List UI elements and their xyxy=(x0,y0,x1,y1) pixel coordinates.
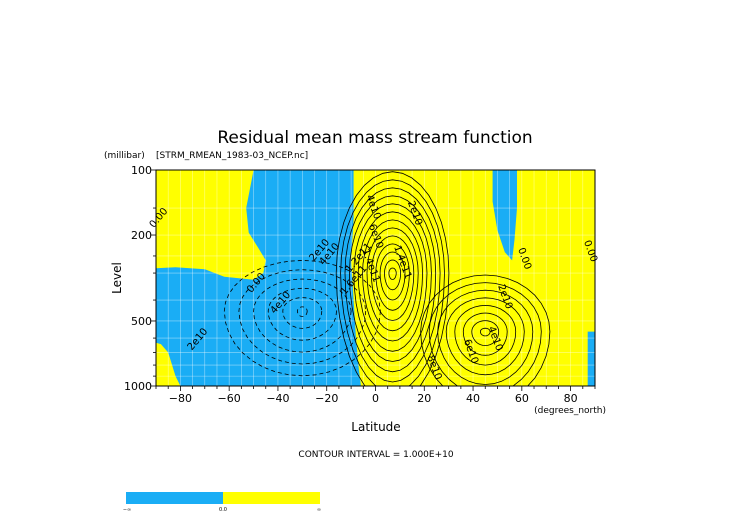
y-tick-label: 1000 xyxy=(124,380,152,393)
source-file-label: [STRM_RMEAN_1983-03_NCEP.nc] xyxy=(156,151,308,161)
ferrel-cell-contour-7 xyxy=(420,274,551,386)
tropical-cell-contour-6 xyxy=(362,219,424,342)
colorbar-label-neg-inf: −∞ xyxy=(123,507,131,513)
colorbar-label-zero: 0.0 xyxy=(219,507,227,513)
ferrel-cell-contour-2 xyxy=(462,312,508,356)
y-axis-ticks: 100 200 500 1000 xyxy=(124,164,156,393)
colorbar-negative xyxy=(126,492,223,504)
colorbar-positive xyxy=(223,492,320,504)
tropical-cell-contour-7 xyxy=(357,211,428,352)
y-axis-label: Level xyxy=(110,262,124,294)
tropical-cell-contour-4 xyxy=(370,235,415,321)
tropical-cell-contour-0 xyxy=(388,267,397,280)
tropical-cell-contour-9 xyxy=(348,195,437,373)
x-axis-ticks: −80 −60 −40 −20 0 20 40 60 80 xyxy=(155,386,596,405)
tropical-cell-contour-11 xyxy=(340,179,445,386)
x-tick-label: −40 xyxy=(266,392,289,405)
negative-regions xyxy=(156,170,595,386)
tropical-cell-contour-2 xyxy=(379,251,406,301)
negative-region-0 xyxy=(156,170,361,386)
y-tick-label: 100 xyxy=(131,164,152,177)
ferrel-cell-contour-3 xyxy=(454,304,517,366)
southern-cell-contour-5 xyxy=(223,259,381,377)
x-tick-label: 60 xyxy=(515,392,529,405)
ferrel-cell-contour-0 xyxy=(480,327,491,337)
x-tick-label: 40 xyxy=(466,392,480,405)
contour-interval-text: CONTOUR INTERVAL = 1.000E+10 xyxy=(298,450,453,460)
x-tick-label: −20 xyxy=(315,392,338,405)
x-tick-label: 20 xyxy=(417,392,431,405)
x-axis-label: Latitude xyxy=(351,420,400,434)
tropical-cell-contour-5 xyxy=(366,227,419,332)
southern-cell-contour-1 xyxy=(282,297,323,329)
southern-cell-contour-3 xyxy=(253,278,352,353)
negative-region-2 xyxy=(587,331,595,386)
tropical-cell-contour-10 xyxy=(344,187,441,383)
x-tick-label: −60 xyxy=(218,392,241,405)
x-tick-label: 80 xyxy=(564,392,578,405)
southern-cell-contour-4 xyxy=(238,269,367,365)
x-tick-label: −80 xyxy=(169,392,192,405)
tropical-cell-contour-3 xyxy=(375,243,410,311)
x-tick-label: 0 xyxy=(372,392,379,405)
tropical-cell-contour-1 xyxy=(384,259,402,291)
y-tick-label: 200 xyxy=(131,229,152,242)
plot-area xyxy=(156,170,595,386)
contour-lines xyxy=(223,171,551,386)
negative-region-1 xyxy=(492,170,517,261)
ferrel-cell-contour-4 xyxy=(445,297,525,376)
colorbar-label-pos-inf: ∞ xyxy=(317,507,321,513)
southern-cell-contour-2 xyxy=(267,287,337,341)
colorbar: −∞ 0.0 ∞ xyxy=(123,492,321,513)
ferrel-cell-contour-1 xyxy=(471,320,500,347)
chart-title: Residual mean mass stream function xyxy=(217,128,532,148)
y-tick-label: 500 xyxy=(131,315,152,328)
y-units-label: (millibar) xyxy=(104,151,145,161)
x-units-label: (degrees_north) xyxy=(534,406,606,416)
southern-cell-contour-0 xyxy=(297,306,308,317)
ferrel-cell-contour-5 xyxy=(437,289,534,385)
tropical-cell-contour-12 xyxy=(335,171,450,386)
